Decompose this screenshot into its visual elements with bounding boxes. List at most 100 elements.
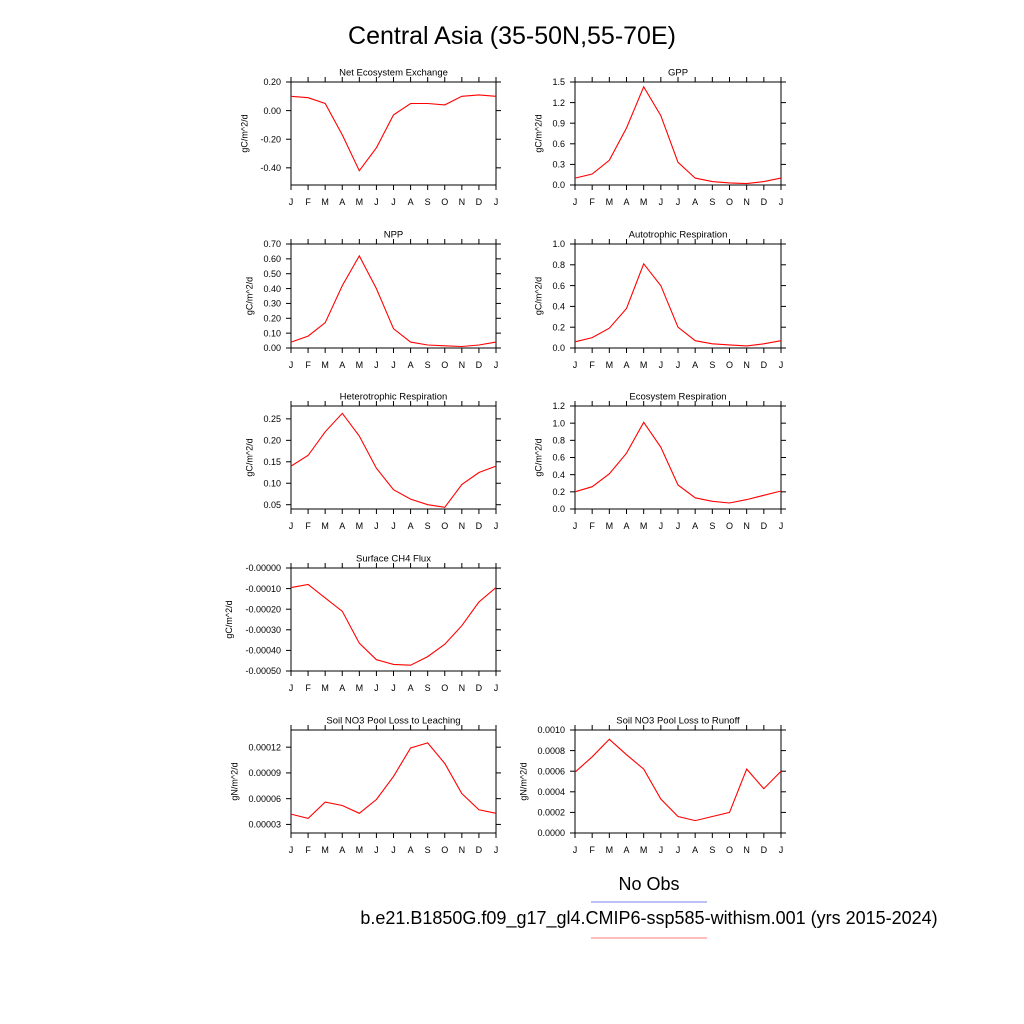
x-tick-label: O — [441, 845, 448, 855]
x-tick-label: M — [321, 683, 329, 693]
x-tick-label: O — [441, 683, 448, 693]
x-tick-label: M — [356, 521, 364, 531]
x-tick-label: J — [494, 845, 499, 855]
x-tick-label: J — [494, 197, 499, 207]
y-tick-label: 1.0 — [552, 239, 565, 249]
y-tick-label: 0.0004 — [537, 787, 565, 797]
y-tick-label: 0.0 — [552, 504, 565, 514]
x-tick-label: F — [305, 683, 311, 693]
series-line — [574, 738, 782, 822]
y-tick-label: -0.00000 — [245, 563, 281, 573]
plot-frame — [574, 729, 782, 834]
y-tick-label: 0.4 — [552, 302, 565, 312]
x-tick-label: O — [441, 197, 448, 207]
x-tick-label: A — [623, 521, 629, 531]
x-tick-label: A — [408, 683, 414, 693]
y-axis-label: gN/m^2/d — [229, 762, 239, 800]
x-tick-label: O — [726, 360, 733, 370]
plot-frame — [290, 243, 497, 349]
x-tick-label: J — [289, 845, 294, 855]
x-tick-label: D — [761, 360, 768, 370]
x-tick-label: J — [573, 197, 578, 207]
x-tick-label: M — [640, 197, 648, 207]
x-tick-label: A — [623, 845, 629, 855]
x-tick-label: J — [676, 521, 681, 531]
y-tick-label: 0.60 — [263, 254, 281, 264]
x-tick-label: J — [676, 360, 681, 370]
series-line — [290, 583, 497, 666]
x-tick-label: S — [709, 360, 715, 370]
x-tick-label: M — [606, 845, 614, 855]
y-tick-label: 0.30 — [263, 299, 281, 309]
x-tick-label: S — [709, 197, 715, 207]
x-tick-label: N — [459, 360, 466, 370]
x-tick-label: N — [459, 521, 466, 531]
y-tick-label: 0.00009 — [248, 768, 281, 778]
x-tick-label: F — [305, 521, 311, 531]
y-tick-label: 0.8 — [552, 436, 565, 446]
x-tick-label: M — [321, 845, 329, 855]
y-tick-label: 0.05 — [263, 500, 281, 510]
x-tick-label: F — [305, 845, 311, 855]
x-tick-label: M — [321, 360, 329, 370]
x-tick-label: J — [391, 521, 396, 531]
x-tick-label: M — [356, 197, 364, 207]
legend-label-model: b.e21.B1850G.f09_g17_gl4.CMIP6-ssp585-wi… — [360, 908, 937, 929]
x-tick-label: A — [339, 521, 345, 531]
y-tick-label: 0.6 — [552, 139, 565, 149]
x-tick-label: D — [476, 360, 483, 370]
x-tick-label: J — [494, 521, 499, 531]
x-tick-label: D — [761, 197, 768, 207]
x-tick-label: J — [289, 683, 294, 693]
plot-frame — [574, 243, 782, 349]
x-tick-label: M — [606, 197, 614, 207]
y-tick-label: 1.2 — [552, 401, 565, 411]
legend-label-obs: No Obs — [618, 874, 679, 894]
y-axis-label: gN/m^2/d — [518, 762, 528, 800]
y-tick-label: 0.8 — [552, 260, 565, 270]
x-tick-label: D — [476, 197, 483, 207]
x-tick-label: M — [640, 521, 648, 531]
x-tick-label: J — [494, 683, 499, 693]
y-tick-label: 0.10 — [263, 328, 281, 338]
y-tick-label: 0.15 — [263, 457, 281, 467]
x-tick-label: J — [374, 360, 379, 370]
x-tick-label: N — [459, 197, 466, 207]
x-tick-label: S — [709, 521, 715, 531]
x-tick-label: N — [743, 521, 750, 531]
x-tick-label: M — [640, 845, 648, 855]
x-tick-label: S — [425, 683, 431, 693]
panel-title: Surface CH4 Flux — [356, 554, 431, 565]
x-tick-label: J — [289, 521, 294, 531]
x-tick-label: A — [692, 360, 698, 370]
x-tick-label: A — [623, 360, 629, 370]
x-tick-label: J — [573, 845, 578, 855]
y-axis-label: gC/m^2/d — [245, 438, 255, 476]
x-tick-label: J — [391, 360, 396, 370]
x-tick-label: A — [692, 521, 698, 531]
x-tick-label: M — [606, 360, 614, 370]
x-tick-label: J — [779, 521, 784, 531]
x-tick-label: O — [726, 521, 733, 531]
x-tick-label: J — [374, 197, 379, 207]
x-tick-label: M — [606, 521, 614, 531]
x-tick-label: S — [709, 845, 715, 855]
x-tick-label: D — [476, 845, 483, 855]
y-tick-label: 0.2 — [552, 322, 565, 332]
x-tick-label: N — [743, 360, 750, 370]
x-tick-label: F — [305, 360, 311, 370]
y-tick-label: 0.0000 — [537, 828, 565, 838]
x-tick-label: N — [743, 197, 750, 207]
x-tick-label: M — [321, 521, 329, 531]
x-tick-label: J — [676, 845, 681, 855]
y-tick-label: 0.3 — [552, 160, 565, 170]
series-line — [290, 254, 497, 348]
series-line — [574, 262, 782, 347]
main-title: Central Asia (35-50N,55-70E) — [348, 22, 676, 50]
x-tick-label: J — [779, 360, 784, 370]
x-tick-label: D — [476, 683, 483, 693]
x-tick-label: D — [476, 521, 483, 531]
